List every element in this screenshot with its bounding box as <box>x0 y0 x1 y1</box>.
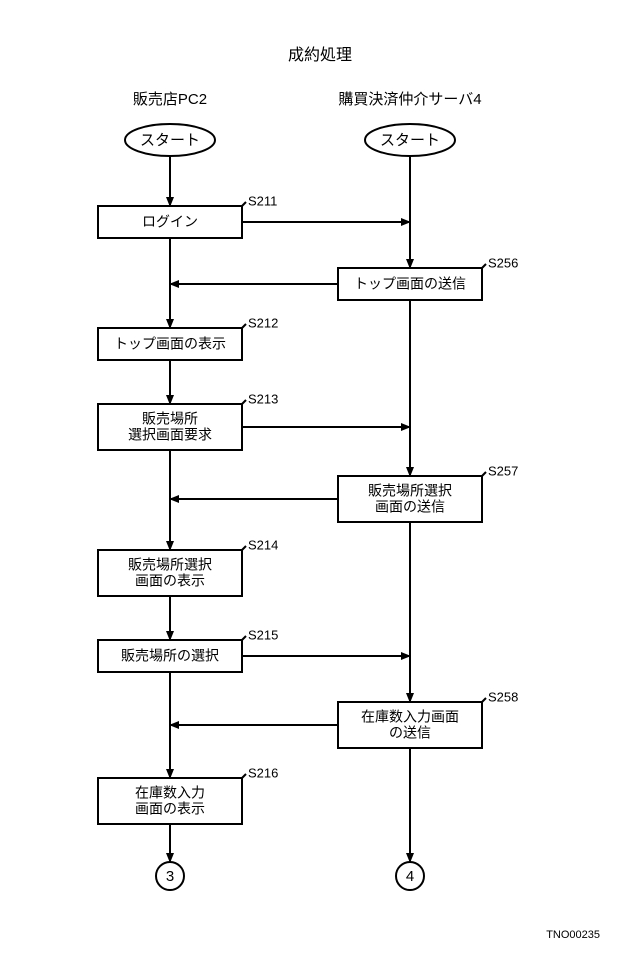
process-box-label: トップ画面の送信 <box>354 276 466 292</box>
diagram-title: 成約処理 <box>288 46 352 64</box>
process-box-label: 画面の表示 <box>135 573 205 589</box>
boxes-layer: ログインS211トップ画面の送信S256トップ画面の表示S212販売場所選択画面… <box>98 193 518 824</box>
process-box-s256: トップ画面の送信 S256 <box>338 255 518 300</box>
process-box-label: の送信 <box>389 725 431 741</box>
process-box-s213: 販売場所選択画面要求 S213 <box>98 391 278 450</box>
step-tag: S216 <box>248 765 278 780</box>
svg-text:スタート: スタート <box>140 132 200 149</box>
step-tag: S256 <box>488 255 518 270</box>
process-box-label: 在庫数入力 <box>135 785 205 801</box>
process-box-label: 販売場所の選択 <box>121 648 219 664</box>
step-tag: S257 <box>488 463 518 478</box>
process-box-label: ログイン <box>142 214 198 230</box>
process-box-label: トップ画面の表示 <box>114 336 226 352</box>
step-tag: S212 <box>248 315 278 330</box>
process-box-label: 画面の送信 <box>375 499 445 515</box>
flowchart-canvas: 成約処理 販売店PC2 購買決済仲介サーバ4 スタート スタート ログイン S21… <box>0 0 640 965</box>
process-box-label: 販売場所 <box>142 411 198 427</box>
page-footer-id: TNO00235 <box>546 929 600 941</box>
left-column-label: 販売店PC2 <box>133 91 207 108</box>
step-tag: S213 <box>248 391 278 406</box>
svg-text:4: 4 <box>406 868 414 885</box>
process-box-label: 販売場所選択 <box>368 483 452 499</box>
process-box-s216: 在庫数入力画面の表示 S216 <box>98 765 278 824</box>
process-box-s214: 販売場所選択画面の表示 S214 <box>98 537 278 596</box>
svg-text:スタート: スタート <box>380 132 440 149</box>
connector-left: 3 <box>156 862 184 890</box>
process-box-label: 販売場所選択 <box>128 557 212 573</box>
step-tag: S211 <box>248 193 277 208</box>
process-box-label: 在庫数入力画面 <box>361 709 459 725</box>
process-box-s258: 在庫数入力画面の送信 S258 <box>338 689 518 748</box>
step-tag: S214 <box>248 537 278 552</box>
connector-right: 4 <box>396 862 424 890</box>
start-terminator-left: スタート <box>125 124 215 156</box>
process-box-label: 選択画面要求 <box>128 427 212 443</box>
start-terminator-right: スタート <box>365 124 455 156</box>
process-box-s211: ログイン S211 <box>98 193 277 238</box>
process-box-s257: 販売場所選択画面の送信 S257 <box>338 463 518 522</box>
step-tag: S258 <box>488 689 518 704</box>
process-box-label: 画面の表示 <box>135 801 205 817</box>
right-column-label: 購買決済仲介サーバ4 <box>338 91 481 108</box>
svg-text:3: 3 <box>166 868 174 885</box>
step-tag: S215 <box>248 627 278 642</box>
process-box-s212: トップ画面の表示 S212 <box>98 315 278 360</box>
process-box-s215: 販売場所の選択 S215 <box>98 627 278 672</box>
